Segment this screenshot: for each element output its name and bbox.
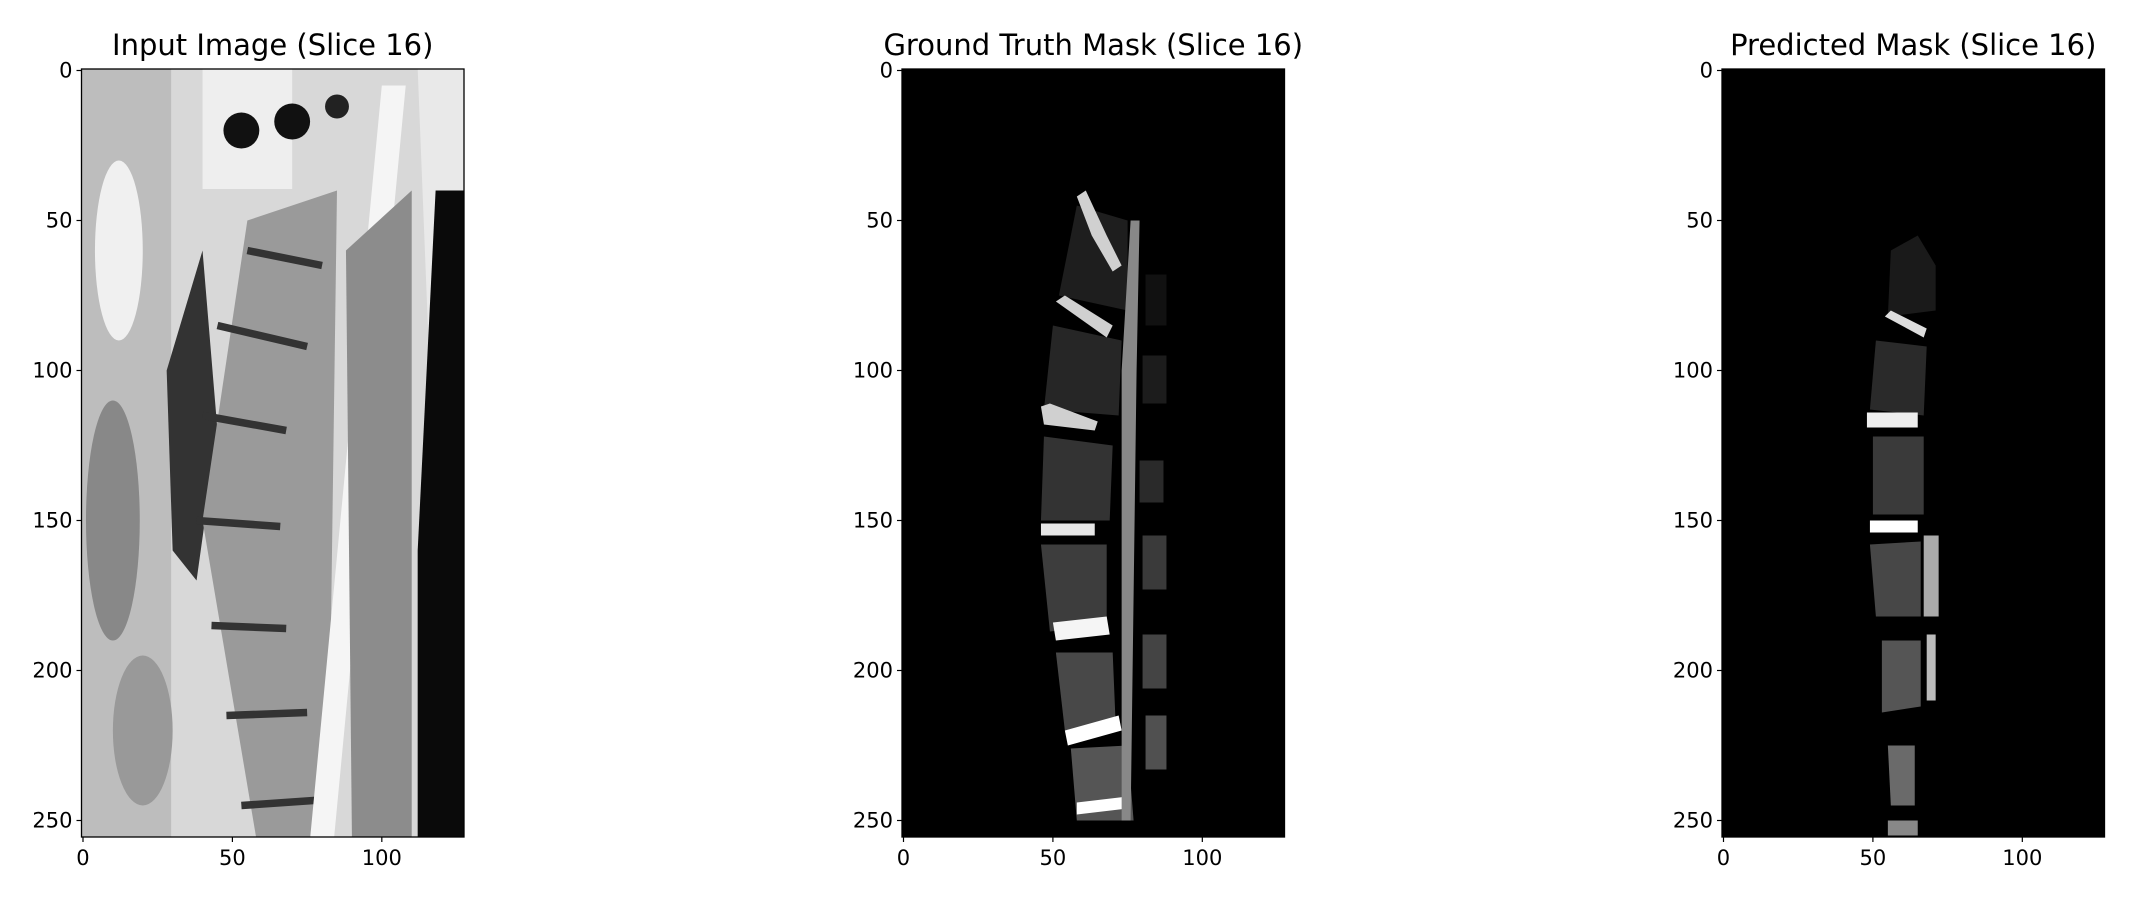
y-tick-label: 250 [853,809,893,833]
y-tick-label: 150 [853,509,893,533]
axes-frame [901,68,1286,838]
y-tick-label: 100 [853,359,893,383]
ground-truth-image [902,69,1285,837]
y-tick-label: 100 [32,359,72,383]
y-tick-label: 250 [1673,809,1713,833]
y-tick-label: 150 [32,509,72,533]
y-tick-label: 50 [866,209,893,233]
x-tick-label: 50 [219,846,246,870]
y-tick-label: 250 [32,809,72,833]
x-tick-label: 100 [2002,846,2042,870]
x-tick-label: 100 [1182,846,1222,870]
panel-title: Input Image (Slice 16) [112,28,433,62]
y-tick-label: 50 [1686,209,1713,233]
y-tick-label: 0 [880,59,893,83]
x-tick-label: 50 [1860,846,1887,870]
axes-frame [1721,68,2106,838]
y-tick-label: 100 [1673,359,1713,383]
x-tick-label: 50 [1040,846,1067,870]
panel-title: Ground Truth Mask (Slice 16) [883,28,1303,62]
x-tick-label: 0 [897,846,910,870]
x-tick-label: 100 [362,846,402,870]
predicted-image [1722,69,2105,837]
mri-image [81,69,464,837]
x-tick-label: 0 [76,846,89,870]
panel-title: Predicted Mask (Slice 16) [1730,28,2096,62]
y-tick-label: 0 [1700,59,1713,83]
y-tick-label: 200 [1673,659,1713,683]
x-tick-label: 0 [1717,846,1730,870]
y-tick-label: 0 [59,59,72,83]
y-tick-label: 150 [1673,509,1713,533]
y-tick-label: 50 [46,209,73,233]
y-tick-label: 200 [853,659,893,683]
y-tick-label: 200 [32,659,72,683]
axes-frame [80,68,465,838]
